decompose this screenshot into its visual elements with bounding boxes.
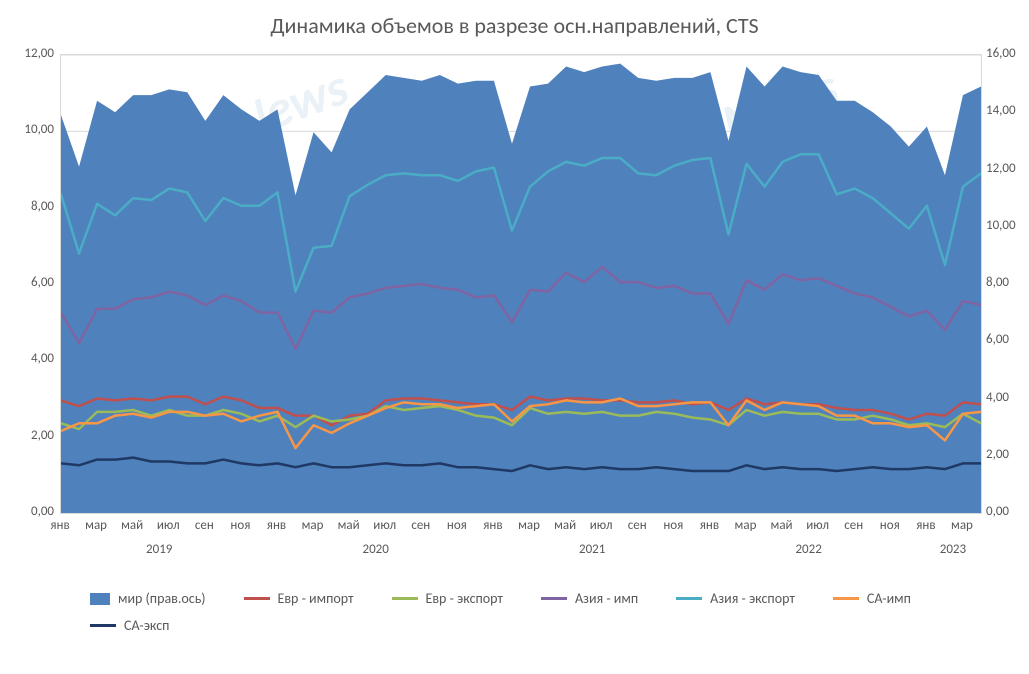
x-year-tick: 2021 bbox=[579, 542, 605, 557]
x-month-tick: май bbox=[771, 518, 793, 533]
x-month-tick: июл bbox=[157, 518, 180, 533]
y-right-tick: 16,00 bbox=[986, 46, 1029, 61]
legend-label: мир (прав.ось) bbox=[118, 590, 206, 607]
legend-item-world: мир (прав.ось) bbox=[90, 590, 206, 607]
legend-swatch-area bbox=[90, 593, 110, 605]
y-left-tick: 12,00 bbox=[10, 46, 54, 61]
x-year-tick: 2019 bbox=[146, 542, 172, 557]
x-month-tick: мар bbox=[951, 518, 973, 533]
legend-swatch-line bbox=[676, 597, 702, 600]
y-left-tick: 6,00 bbox=[10, 275, 54, 290]
legend-swatch-line bbox=[244, 597, 270, 600]
legend-swatch-line bbox=[541, 597, 567, 600]
x-year-tick: 2020 bbox=[362, 542, 388, 557]
x-year-tick: 2022 bbox=[795, 542, 821, 557]
legend: мир (прав.ось) Евр - импорт Евр - экспорт А… bbox=[90, 590, 970, 634]
legend-label: СА-эксп bbox=[124, 617, 169, 634]
chart-title: Динамика объемов в разрезе осн.направлен… bbox=[0, 12, 1029, 39]
y-right-tick: 10,00 bbox=[986, 218, 1029, 233]
y-left-tick: 8,00 bbox=[10, 199, 54, 214]
x-month-tick: янв bbox=[267, 518, 286, 533]
x-month-tick: мар bbox=[518, 518, 540, 533]
x-month-tick: янв bbox=[50, 518, 69, 533]
legend-label: Азия - имп bbox=[575, 590, 638, 607]
legend-label: СА-имп bbox=[867, 590, 911, 607]
legend-label: Азия - экспорт bbox=[710, 590, 795, 607]
legend-swatch-line bbox=[392, 597, 418, 600]
y-left-tick: 10,00 bbox=[10, 122, 54, 137]
x-month-tick: сен bbox=[411, 518, 430, 533]
y-right-tick: 8,00 bbox=[986, 275, 1029, 290]
legend-item-na_import: СА-имп bbox=[833, 590, 911, 607]
y-left-tick: 2,00 bbox=[10, 428, 54, 443]
legend-item-eur_import: Евр - импорт bbox=[244, 590, 354, 607]
plot-area bbox=[60, 54, 982, 514]
legend-swatch-line bbox=[90, 624, 116, 627]
y-left-tick: 4,00 bbox=[10, 351, 54, 366]
legend-item-na_export: СА-эксп bbox=[90, 617, 169, 634]
y-left-tick: 0,00 bbox=[10, 504, 54, 519]
legend-item-asia_export: Азия - экспорт bbox=[676, 590, 795, 607]
x-month-tick: май bbox=[554, 518, 576, 533]
x-month-tick: ноя bbox=[447, 518, 467, 533]
chart-svg bbox=[61, 55, 981, 513]
x-month-tick: май bbox=[121, 518, 143, 533]
x-month-tick: мар bbox=[85, 518, 107, 533]
y-right-tick: 4,00 bbox=[986, 390, 1029, 405]
legend-item-asia_import: Азия - имп bbox=[541, 590, 638, 607]
y-right-tick: 14,00 bbox=[986, 103, 1029, 118]
y-right-tick: 12,00 bbox=[986, 161, 1029, 176]
x-month-tick: ноя bbox=[230, 518, 250, 533]
x-month-tick: май bbox=[338, 518, 360, 533]
x-month-tick: ноя bbox=[663, 518, 683, 533]
x-month-tick: янв bbox=[483, 518, 502, 533]
x-month-tick: сен bbox=[628, 518, 647, 533]
x-month-tick: мар bbox=[735, 518, 757, 533]
x-month-tick: сен bbox=[844, 518, 863, 533]
x-month-tick: мар bbox=[302, 518, 324, 533]
legend-swatch-line bbox=[833, 597, 859, 600]
x-month-tick: июл bbox=[373, 518, 396, 533]
x-month-tick: янв bbox=[916, 518, 935, 533]
x-month-tick: сен bbox=[195, 518, 214, 533]
chart-frame: Динамика объемов в разрезе осн.направлен… bbox=[0, 0, 1029, 674]
x-month-tick: ноя bbox=[880, 518, 900, 533]
y-right-tick: 2,00 bbox=[986, 447, 1029, 462]
legend-item-eur_export: Евр - экспорт bbox=[392, 590, 503, 607]
y-right-tick: 6,00 bbox=[986, 332, 1029, 347]
x-year-tick: 2023 bbox=[940, 542, 966, 557]
legend-label: Евр - импорт bbox=[278, 590, 354, 607]
y-right-tick: 0,00 bbox=[986, 504, 1029, 519]
x-month-tick: июл bbox=[806, 518, 829, 533]
legend-label: Евр - экспорт bbox=[426, 590, 503, 607]
x-month-tick: янв bbox=[700, 518, 719, 533]
x-month-tick: июл bbox=[590, 518, 613, 533]
